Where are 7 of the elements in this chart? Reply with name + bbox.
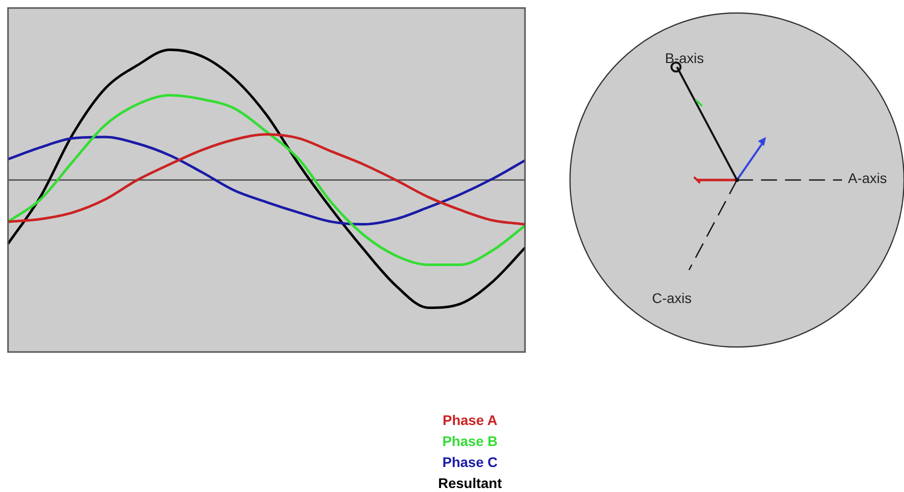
text: Resultant [437, 474, 503, 492]
text: Phase C [441, 453, 499, 472]
text: B-axis [665, 50, 704, 66]
text: A-axis [848, 170, 887, 186]
text: C-axis [652, 290, 692, 306]
text: Phase A [442, 411, 498, 430]
text: Phase B [441, 432, 499, 451]
